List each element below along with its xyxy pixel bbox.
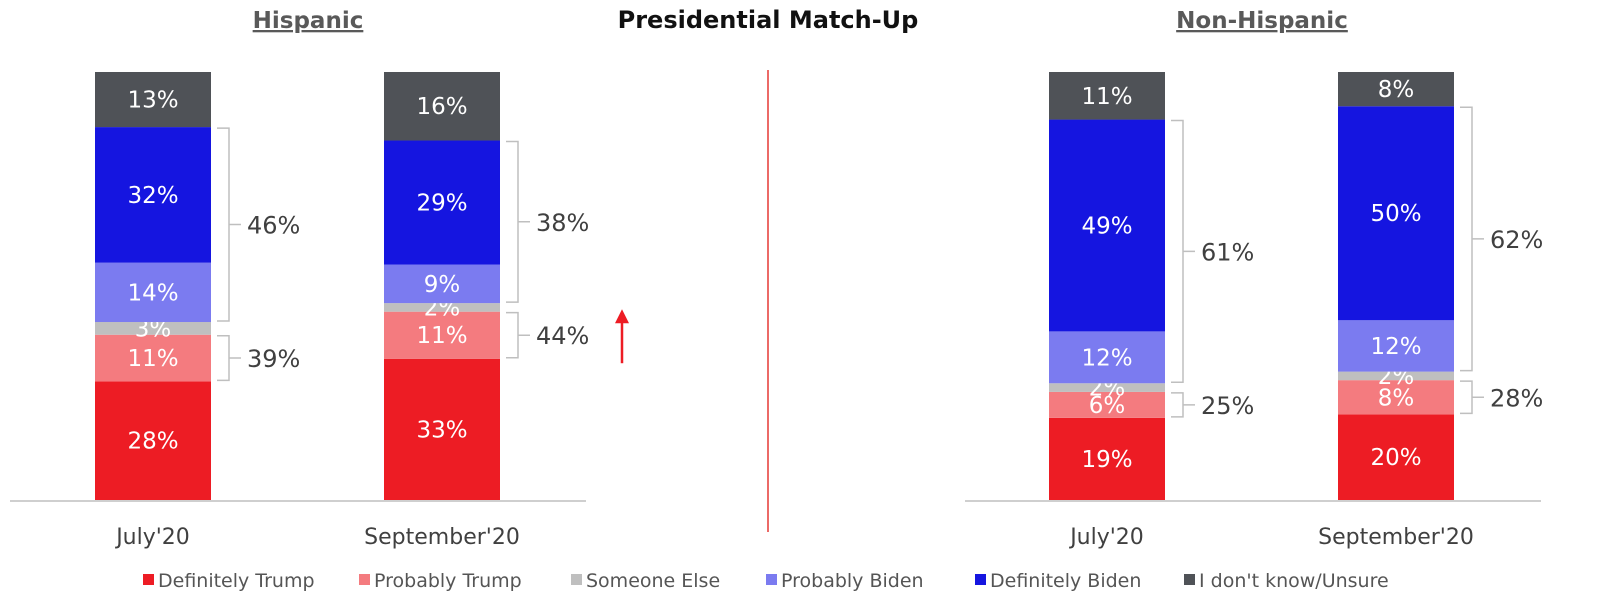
bar-segment-non-hispanic-july-20-definitely-trump <box>1049 417 1165 500</box>
data-label-hispanic-september-20-definitely-trump: 33% <box>416 417 467 443</box>
category-label-non-hispanic-september-20: September'20 <box>1318 525 1474 550</box>
bar-segment-non-hispanic-july-20-probably-trump <box>1049 391 1165 418</box>
bar-segment-non-hispanic-september-20-probably-biden <box>1338 320 1454 372</box>
bar-segment-hispanic-september-20-definitely-trump <box>384 358 500 500</box>
trump-total-non-hispanic-september-20: 28% <box>1490 384 1543 412</box>
bar-segment-non-hispanic-july-20-i-don-t-know-unsure <box>1049 72 1165 120</box>
bar-segment-hispanic-september-20-i-don-t-know-unsure <box>384 72 500 141</box>
legend-label-someone-else: Someone Else <box>586 570 720 592</box>
data-label-hispanic-july-20-definitely-biden: 32% <box>127 183 178 209</box>
legend-label-probably-biden: Probably Biden <box>781 570 924 592</box>
legend: Definitely Trump Probably Trump Someone El… <box>143 570 1389 592</box>
data-label-hispanic-july-20-probably-trump: 11% <box>127 346 178 372</box>
panel-title-non-hispanic: Non-Hispanic <box>1176 8 1348 34</box>
trump-bracket-hispanic-july-20 <box>217 334 241 382</box>
trump-bracket-non-hispanic-july-20 <box>1171 392 1195 418</box>
bar-segment-non-hispanic-september-20-definitely-biden <box>1338 106 1454 321</box>
legend-swatch-probably-biden <box>766 574 777 585</box>
trump-total-hispanic-september-20: 44% <box>536 322 589 350</box>
biden-total-hispanic-september-20: 38% <box>536 209 589 237</box>
legend-swatch-probably-trump <box>359 574 370 585</box>
biden-bracket-non-hispanic-september-20 <box>1460 106 1484 372</box>
legend-label-probably-trump: Probably Trump <box>374 570 522 592</box>
bar-segment-hispanic-september-20-probably-biden <box>384 264 500 304</box>
bar-segment-hispanic-july-20-someone-else <box>95 322 211 335</box>
bar-segment-hispanic-july-20-definitely-biden <box>95 127 211 263</box>
legend-label-definitely-trump: Definitely Trump <box>158 570 315 592</box>
bar-segment-hispanic-september-20-someone-else <box>384 303 500 312</box>
legend-label-i-don-t-know-unsure: I don't know/Unsure <box>1199 570 1389 592</box>
data-label-non-hispanic-september-20-i-don-t-know-unsure: 8% <box>1378 77 1415 103</box>
chart-title: Presidential Match-Up <box>618 6 919 34</box>
bar-segment-hispanic-september-20-probably-trump <box>384 311 500 359</box>
bar-segment-non-hispanic-july-20-someone-else <box>1049 383 1165 392</box>
data-label-non-hispanic-september-20-probably-trump: 8% <box>1378 385 1415 411</box>
biden-total-hispanic-july-20: 46% <box>247 212 300 240</box>
biden-bracket-non-hispanic-july-20 <box>1171 119 1195 384</box>
bar-segment-hispanic-july-20-probably-biden <box>95 262 211 323</box>
data-label-hispanic-july-20-definitely-trump: 28% <box>127 429 178 455</box>
bar-segment-non-hispanic-september-20-someone-else <box>1338 371 1454 381</box>
data-label-non-hispanic-july-20-definitely-trump: 19% <box>1081 447 1132 473</box>
bar-segment-hispanic-july-20-definitely-trump <box>95 381 211 500</box>
bar-segment-non-hispanic-july-20-definitely-biden <box>1049 119 1165 332</box>
category-label-hispanic-september-20: September'20 <box>364 525 520 550</box>
data-label-hispanic-july-20-probably-biden: 14% <box>127 280 178 306</box>
biden-bracket-hispanic-september-20 <box>506 140 530 303</box>
bar-segment-non-hispanic-september-20-probably-trump <box>1338 380 1454 415</box>
legend-swatch-i-don-t-know-unsure <box>1184 574 1195 585</box>
trump-bracket-hispanic-september-20 <box>506 311 530 359</box>
data-label-hispanic-september-20-probably-trump: 11% <box>416 323 467 349</box>
up-arrow-head-icon <box>615 309 629 324</box>
trump-total-hispanic-july-20: 39% <box>247 345 300 373</box>
data-label-non-hispanic-september-20-probably-biden: 12% <box>1370 334 1421 360</box>
bar-segment-non-hispanic-september-20-i-don-t-know-unsure <box>1338 72 1454 107</box>
biden-total-non-hispanic-september-20: 62% <box>1490 226 1543 254</box>
category-label-non-hispanic-july-20: July'20 <box>1068 525 1144 550</box>
data-label-hispanic-september-20-i-don-t-know-unsure: 16% <box>416 94 467 120</box>
data-label-non-hispanic-september-20-definitely-trump: 20% <box>1370 445 1421 471</box>
panel-title-hispanic: Hispanic <box>253 8 364 34</box>
bar-segment-hispanic-july-20-probably-trump <box>95 334 211 382</box>
trump-total-non-hispanic-july-20: 25% <box>1201 392 1254 420</box>
bar-segment-hispanic-july-20-i-don-t-know-unsure <box>95 72 211 128</box>
data-label-non-hispanic-july-20-probably-trump: 6% <box>1089 393 1126 419</box>
biden-bracket-hispanic-july-20 <box>217 127 241 322</box>
bar-segment-non-hispanic-july-20-probably-biden <box>1049 331 1165 384</box>
legend-swatch-someone-else <box>571 574 582 585</box>
data-label-non-hispanic-september-20-definitely-biden: 50% <box>1370 201 1421 227</box>
data-label-non-hispanic-july-20-definitely-biden: 49% <box>1081 213 1132 239</box>
trump-bracket-non-hispanic-september-20 <box>1460 380 1484 415</box>
legend-swatch-definitely-biden <box>975 574 986 585</box>
biden-total-non-hispanic-july-20: 61% <box>1201 238 1254 266</box>
data-label-non-hispanic-july-20-i-don-t-know-unsure: 11% <box>1081 84 1132 110</box>
legend-label-definitely-biden: Definitely Biden <box>990 570 1141 592</box>
data-label-hispanic-september-20-probably-biden: 9% <box>424 272 461 298</box>
legend-swatch-definitely-trump <box>143 574 154 585</box>
data-label-hispanic-july-20-i-don-t-know-unsure: 13% <box>127 88 178 114</box>
data-label-hispanic-september-20-definitely-biden: 29% <box>416 191 467 217</box>
bar-segment-hispanic-september-20-definitely-biden <box>384 140 500 265</box>
data-label-non-hispanic-july-20-probably-biden: 12% <box>1081 345 1132 371</box>
bar-segment-non-hispanic-september-20-definitely-trump <box>1338 414 1454 500</box>
category-label-hispanic-july-20: July'20 <box>114 525 190 550</box>
